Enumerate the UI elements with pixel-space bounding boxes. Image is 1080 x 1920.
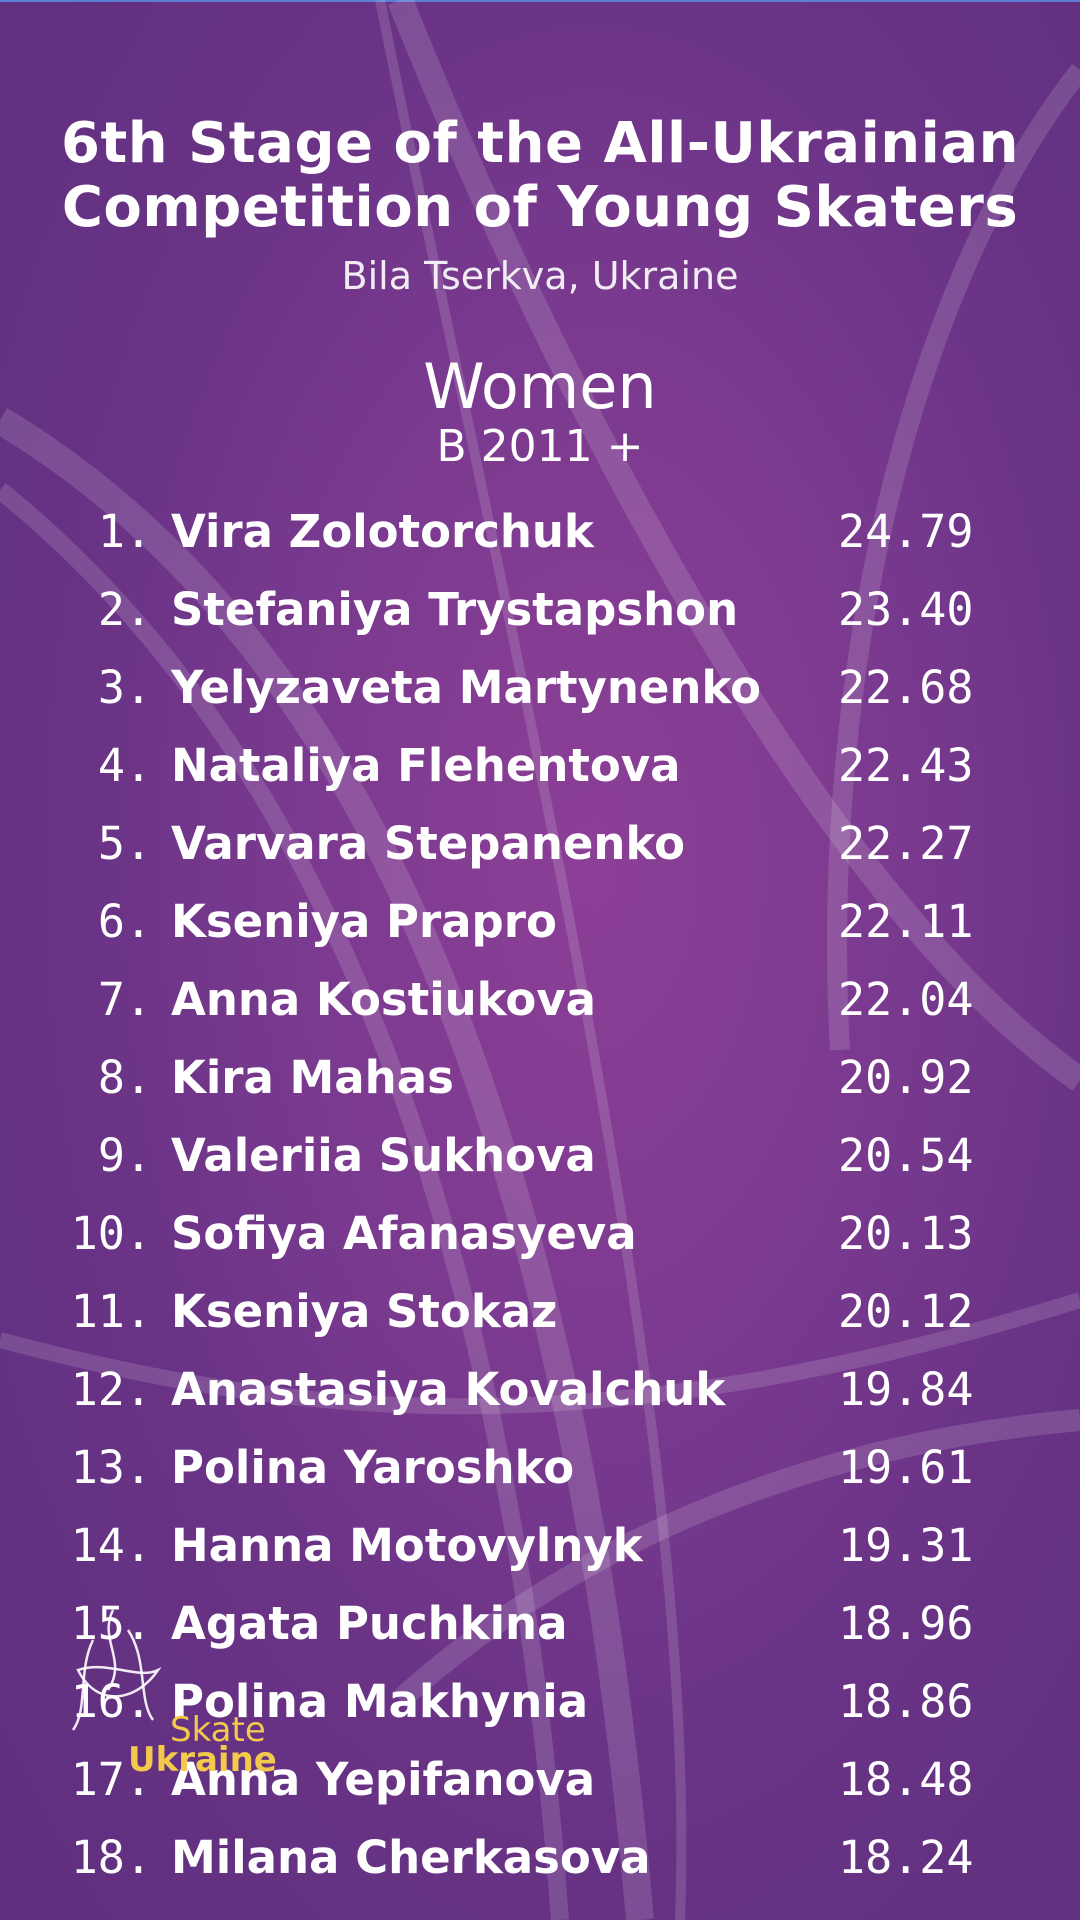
event-location: Bila Tserkva, Ukraine [341,254,739,298]
result-row: 14. Hanna Motovylnyk 19.31 [0,1514,1080,1592]
result-name: Anna Yepifanova [171,1753,596,1806]
result-score: 20.54 [838,1129,974,1182]
result-score: 20.13 [838,1207,974,1260]
result-rank: 4. [97,739,152,792]
result-row: 10. Sofiya Afanasyeva 20.13 [0,1202,1080,1280]
result-name: Agata Puchkina [171,1597,568,1650]
category-heading: Women B 2011 + [0,352,1080,472]
result-rank: 3. [97,661,152,714]
result-rank: 10. [70,1207,152,1260]
event-title-line1: 6th Stage of the All-Ukrainian [60,111,1019,176]
result-rank: 9. [97,1129,152,1182]
result-score: 18.96 [838,1597,974,1650]
result-row: 18. Milana Cherkasova 18.24 [0,1826,1080,1904]
result-score: 19.31 [838,1519,974,1572]
logo-text-skate: Skate [170,1710,266,1750]
result-rank: 8. [97,1051,152,1104]
result-rank: 17. [70,1753,152,1806]
header: 6th Stage of the All-Ukrainian Competiti… [0,111,1080,299]
result-name: Anna Kostiukova [171,973,597,1026]
top-border-line [0,0,1080,2]
result-rank: 18. [70,1831,152,1884]
result-name: Stefaniya Trystapshon [171,583,739,636]
result-rank: 6. [97,895,152,948]
result-name: Sofiya Afanasyeva [171,1207,637,1260]
result-name: Nataliya Flehentova [171,739,681,792]
result-score: 19.84 [838,1363,974,1416]
skater-figure-icon [71,1609,162,1731]
result-rank: 7. [97,973,152,1026]
result-score: 24.79 [838,505,974,558]
category-title: Women [423,350,657,423]
result-score: 22.04 [838,973,974,1026]
result-row: 9. Valeriia Sukhova 20.54 [0,1124,1080,1202]
category-subtitle: B 2011 + [436,421,644,472]
result-rank: 12. [70,1363,152,1416]
result-name: Vira Zolotorchuk [171,505,594,558]
result-row: 15. Agata Puchkina 18.96 [0,1592,1080,1670]
event-title-line2: Competition of Young Skaters [61,175,1019,240]
result-row: 8. Kira Mahas 20.92 [0,1046,1080,1124]
result-score: 20.92 [838,1051,974,1104]
result-rank: 2. [97,583,152,636]
result-score: 23.40 [838,583,974,636]
result-row: 5. Varvara Stepanenko 22.27 [0,812,1080,890]
result-name: Varvara Stepanenko [171,817,686,870]
result-score: 18.48 [838,1753,974,1806]
result-name: Polina Makhynia [171,1675,589,1728]
result-rank: 1. [97,505,152,558]
skate-ukraine-logo: Skate Ukraine [58,1600,298,1780]
result-name: Anastasiya Kovalchuk [171,1363,726,1416]
result-score: 20.12 [838,1285,974,1338]
result-score: 22.68 [838,661,974,714]
result-name: Yelyzaveta Martynenko [171,661,762,714]
result-score: 22.43 [838,739,974,792]
result-rank: 11. [70,1285,152,1338]
result-name: Kseniya Prapro [171,895,557,948]
result-row: 6. Kseniya Prapro 22.11 [0,890,1080,968]
result-row: 2. Stefaniya Trystapshon 23.40 [0,578,1080,656]
logo-text-ukraine: Ukraine [128,1740,277,1780]
result-score: 18.86 [838,1675,974,1728]
result-rank: 5. [97,817,152,870]
result-row: 17. Anna Yepifanova 18.48 [0,1748,1080,1826]
result-name: Kira Mahas [171,1051,454,1104]
result-row: 4. Nataliya Flehentova 22.43 [0,734,1080,812]
result-row: 11. Kseniya Stokaz 20.12 [0,1280,1080,1358]
result-row: 12. Anastasiya Kovalchuk 19.84 [0,1358,1080,1436]
result-name: Milana Cherkasova [171,1831,651,1884]
result-row: 1. Vira Zolotorchuk 24.79 [0,500,1080,578]
result-name: Polina Yaroshko [171,1441,575,1494]
result-score: 19.61 [838,1441,974,1494]
result-name: Hanna Motovylnyk [171,1519,643,1572]
result-row: 3. Yelyzaveta Martynenko 22.68 [0,656,1080,734]
result-score: 22.11 [838,895,974,948]
result-name: Kseniya Stokaz [171,1285,558,1338]
result-score: 22.27 [838,817,974,870]
results-list: 1. Vira Zolotorchuk 24.79 2. Stefaniya Tryst… [0,500,1080,1904]
result-name: Valeriia Sukhova [171,1129,596,1182]
result-score: 18.24 [838,1831,974,1884]
result-row: 13. Polina Yaroshko 19.61 [0,1436,1080,1514]
result-rank: 14. [70,1519,152,1572]
result-row: 7. Anna Kostiukova 22.04 [0,968,1080,1046]
result-rank: 13. [70,1441,152,1494]
